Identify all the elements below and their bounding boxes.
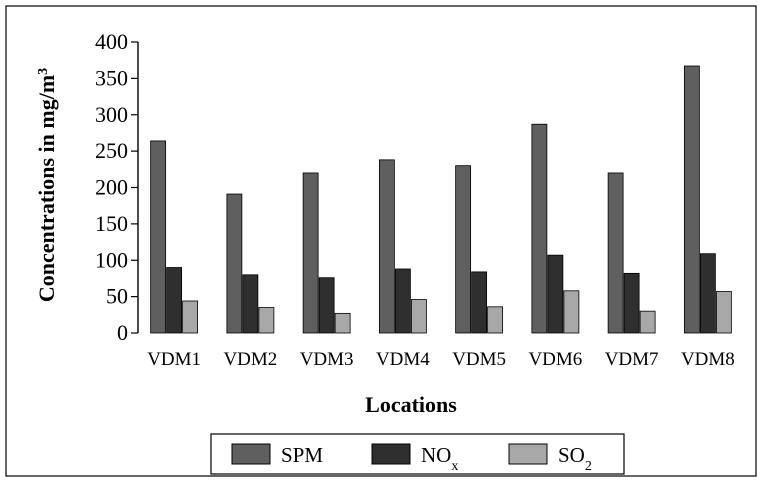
y-tick-label: 50 xyxy=(106,284,128,309)
bar-so2-vdm2 xyxy=(258,307,275,334)
bar-so2-vdm8 xyxy=(715,291,732,334)
bar-nox-vdm1 xyxy=(166,267,183,334)
legend-swatch-nox xyxy=(371,443,411,465)
x-category-label: VDM6 xyxy=(528,349,582,370)
category-labels: VDM1 VDM2 VDM3 VDM4 VDM5 VDM6 VDM7 VDM8 xyxy=(147,349,735,370)
y-axis-title: Concentrations in mg/m3 xyxy=(34,68,59,302)
x-category-label: VDM8 xyxy=(681,349,735,370)
bar-nox-vdm5 xyxy=(471,271,488,334)
x-category-label: VDM4 xyxy=(376,349,430,370)
legend-swatch-spm xyxy=(231,443,271,465)
bar-nox-vdm2 xyxy=(242,274,259,334)
x-category-label: VDM3 xyxy=(300,349,354,370)
bar-spm-vdm5 xyxy=(455,165,472,334)
legend-swatch-so2 xyxy=(508,443,548,465)
y-tick-label: 400 xyxy=(95,29,128,54)
y-tick-label: 200 xyxy=(95,175,128,200)
y-tick-label: 300 xyxy=(95,102,128,127)
bar-spm-vdm7 xyxy=(607,172,624,334)
x-category-label: VDM1 xyxy=(147,349,201,370)
x-category-label: VDM7 xyxy=(605,349,659,370)
bar-spm-vdm4 xyxy=(378,159,395,334)
legend-label-spm: SPM xyxy=(281,443,323,467)
bar-spm-vdm8 xyxy=(683,65,700,334)
bar-so2-vdm4 xyxy=(410,299,427,334)
axes: 0 50 100 150 200 250 300 350 400 xyxy=(95,29,139,345)
bar-nox-vdm7 xyxy=(623,272,640,334)
bar-so2-vdm5 xyxy=(487,306,504,334)
bar-nox-vdm6 xyxy=(547,254,564,334)
bar-so2-vdm1 xyxy=(182,300,199,334)
bar-spm-vdm2 xyxy=(226,193,243,334)
y-tick-label: 150 xyxy=(95,211,128,236)
y-tick-label: 350 xyxy=(95,65,128,90)
bar-nox-vdm3 xyxy=(318,277,335,334)
bar-spm-vdm6 xyxy=(531,123,548,334)
y-tick-label: 250 xyxy=(95,138,128,163)
x-category-label: VDM2 xyxy=(223,349,277,370)
bar-spm-vdm1 xyxy=(150,140,167,334)
bar-spm-vdm3 xyxy=(302,172,319,334)
bar-so2-vdm6 xyxy=(563,290,580,334)
x-axis-title: Locations xyxy=(365,392,457,417)
y-tick-label: 100 xyxy=(95,247,128,272)
legend: SPM NOx SO2 xyxy=(210,433,625,475)
bar-nox-vdm8 xyxy=(699,253,716,334)
bar-so2-vdm3 xyxy=(334,312,351,334)
x-category-label: VDM5 xyxy=(452,349,506,370)
bar-so2-vdm7 xyxy=(639,310,656,334)
legend-box xyxy=(210,433,625,475)
bars xyxy=(150,65,732,334)
bar-nox-vdm4 xyxy=(394,268,411,334)
y-tick-label: 0 xyxy=(117,320,128,345)
